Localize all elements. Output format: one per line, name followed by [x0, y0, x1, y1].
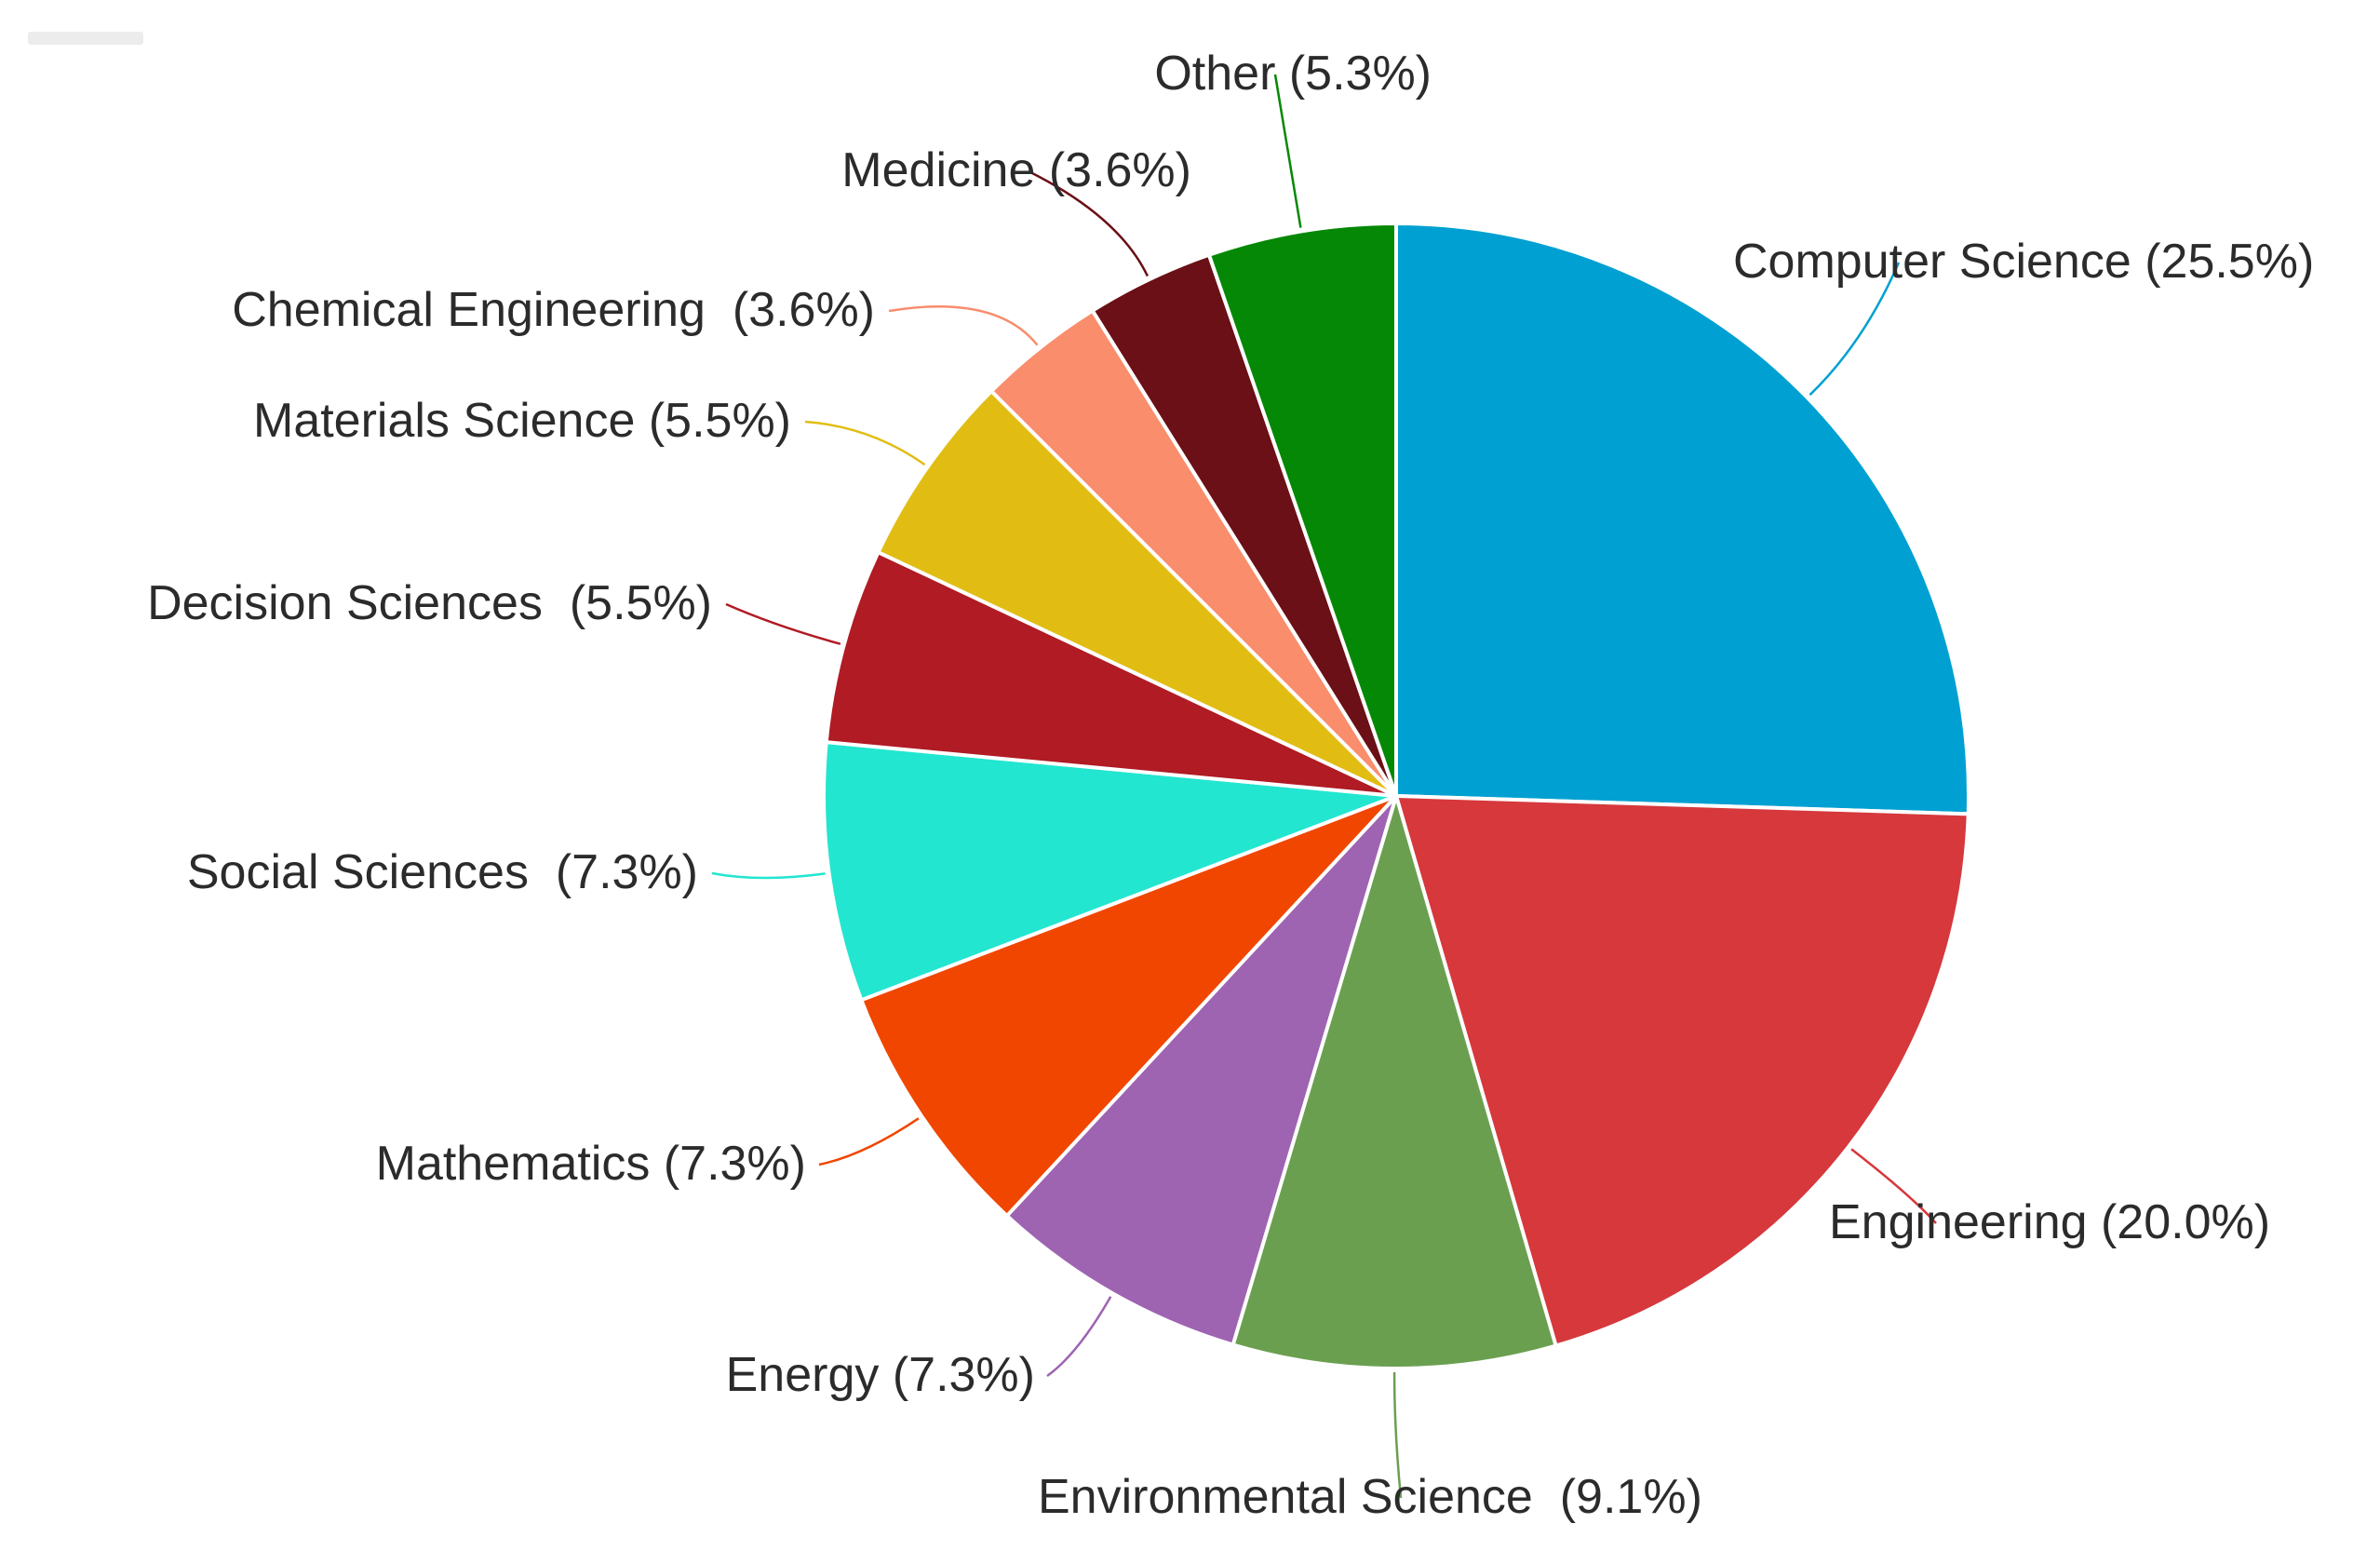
pie-slices	[822, 222, 1971, 1370]
leader-line-mathematics	[818, 1117, 920, 1166]
leader-line-chemical-engineering	[888, 305, 1039, 346]
slice-label-mathematics: Mathematics (7.3%)	[376, 1137, 806, 1191]
slice-label-chemical-engineering: Chemical Engineering (3.6%)	[232, 283, 875, 337]
slice-label-materials-science: Materials Science (5.5%)	[253, 394, 791, 448]
leader-line-materials-science	[804, 420, 926, 466]
leader-line-environmental-science	[1392, 1371, 1403, 1499]
pie-slice-engineering	[1394, 794, 1970, 1348]
slice-label-energy: Energy (7.3%)	[726, 1348, 1035, 1402]
pie-slice-other	[1206, 222, 1398, 798]
pie-slice-decision-sciences	[824, 550, 1398, 798]
pie-slice-materials-science	[876, 389, 1398, 798]
corner-tab-decoration	[28, 32, 143, 45]
slice-label-computer-science: Computer Science (25.5%)	[1733, 235, 2314, 289]
leader-line-energy	[1046, 1296, 1112, 1378]
pie-slice-energy	[1004, 794, 1398, 1347]
slice-label-medicine: Medicine (3.6%)	[841, 143, 1191, 197]
pie-slice-environmental-science	[1230, 794, 1558, 1370]
pie-slice-computer-science	[1394, 222, 1971, 816]
leader-line-engineering	[1850, 1148, 1937, 1224]
leader-line-computer-science	[1809, 262, 1901, 397]
slice-label-social-sciences: Social Sciences (7.3%)	[187, 845, 698, 899]
slice-label-decision-sciences: Decision Sciences (5.5%)	[147, 576, 712, 630]
leader-line-social-sciences	[711, 871, 826, 880]
pie-leader-lines	[711, 74, 1937, 1499]
leader-line-decision-sciences	[725, 602, 841, 645]
pie-labels: Computer Science (25.5%) Engineering (20.…	[147, 47, 2314, 1524]
slice-label-other: Other (5.3%)	[1154, 47, 1432, 101]
pie-slice-social-sciences	[822, 740, 1398, 1003]
leader-line-medicine	[1028, 169, 1150, 277]
pie-slice-mathematics	[859, 794, 1398, 1218]
leader-line-other	[1273, 74, 1302, 228]
slice-label-engineering: Engineering (20.0%)	[1829, 1195, 2270, 1249]
slice-label-environmental-science: Environmental Science (9.1%)	[1038, 1470, 1702, 1524]
